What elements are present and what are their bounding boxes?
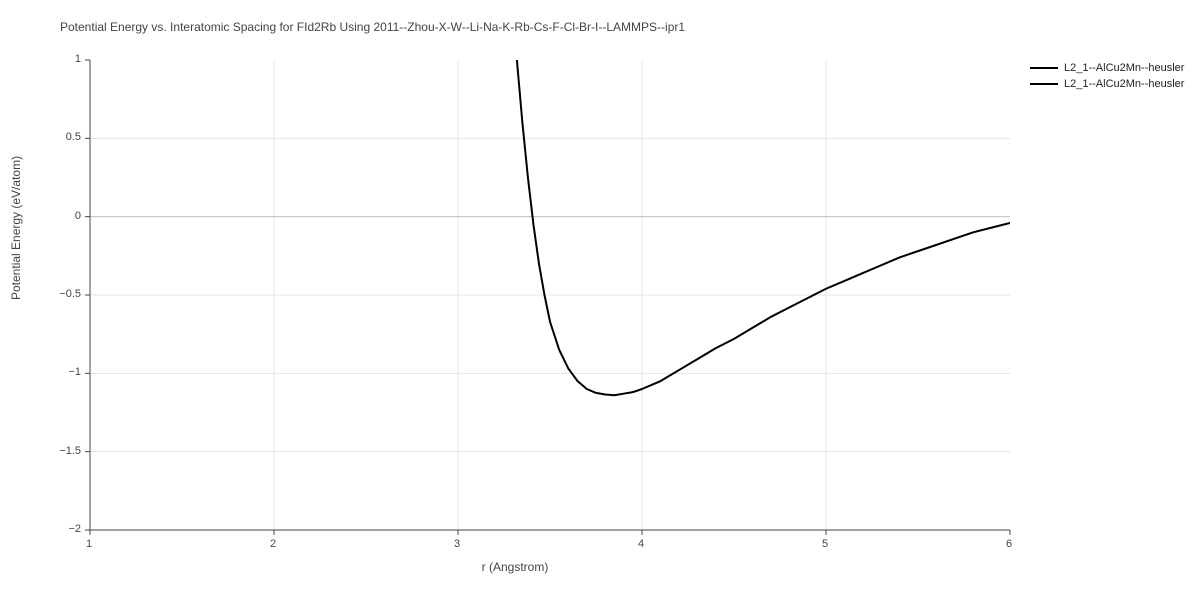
y-tick-label: 0.5 [66,131,81,143]
plot-area [0,0,1200,600]
legend-item: L2_1--AlCu2Mn--heusler [1030,60,1184,76]
legend-label: L2_1--AlCu2Mn--heusler [1064,78,1184,90]
y-tick-label: −1.5 [59,445,81,457]
x-tick-label: 3 [454,538,460,550]
y-tick-label: −1 [68,366,81,378]
x-tick-label: 1 [86,538,92,550]
legend: L2_1--AlCu2Mn--heusler L2_1--AlCu2Mn--heu… [1030,60,1184,92]
x-tick-label: 6 [1006,538,1012,550]
y-tick-label: 1 [75,53,81,65]
legend-item: L2_1--AlCu2Mn--heusler [1030,76,1184,92]
y-tick-label: −2 [68,523,81,535]
legend-label: L2_1--AlCu2Mn--heusler [1064,62,1184,74]
y-tick-label: 0 [75,210,81,222]
chart-container: Potential Energy vs. Interatomic Spacing… [0,0,1200,600]
y-tick-label: −0.5 [59,288,81,300]
x-tick-label: 5 [822,538,828,550]
legend-swatch [1030,83,1058,85]
x-tick-label: 4 [638,538,644,550]
x-tick-label: 2 [270,538,276,550]
legend-swatch [1030,67,1058,69]
